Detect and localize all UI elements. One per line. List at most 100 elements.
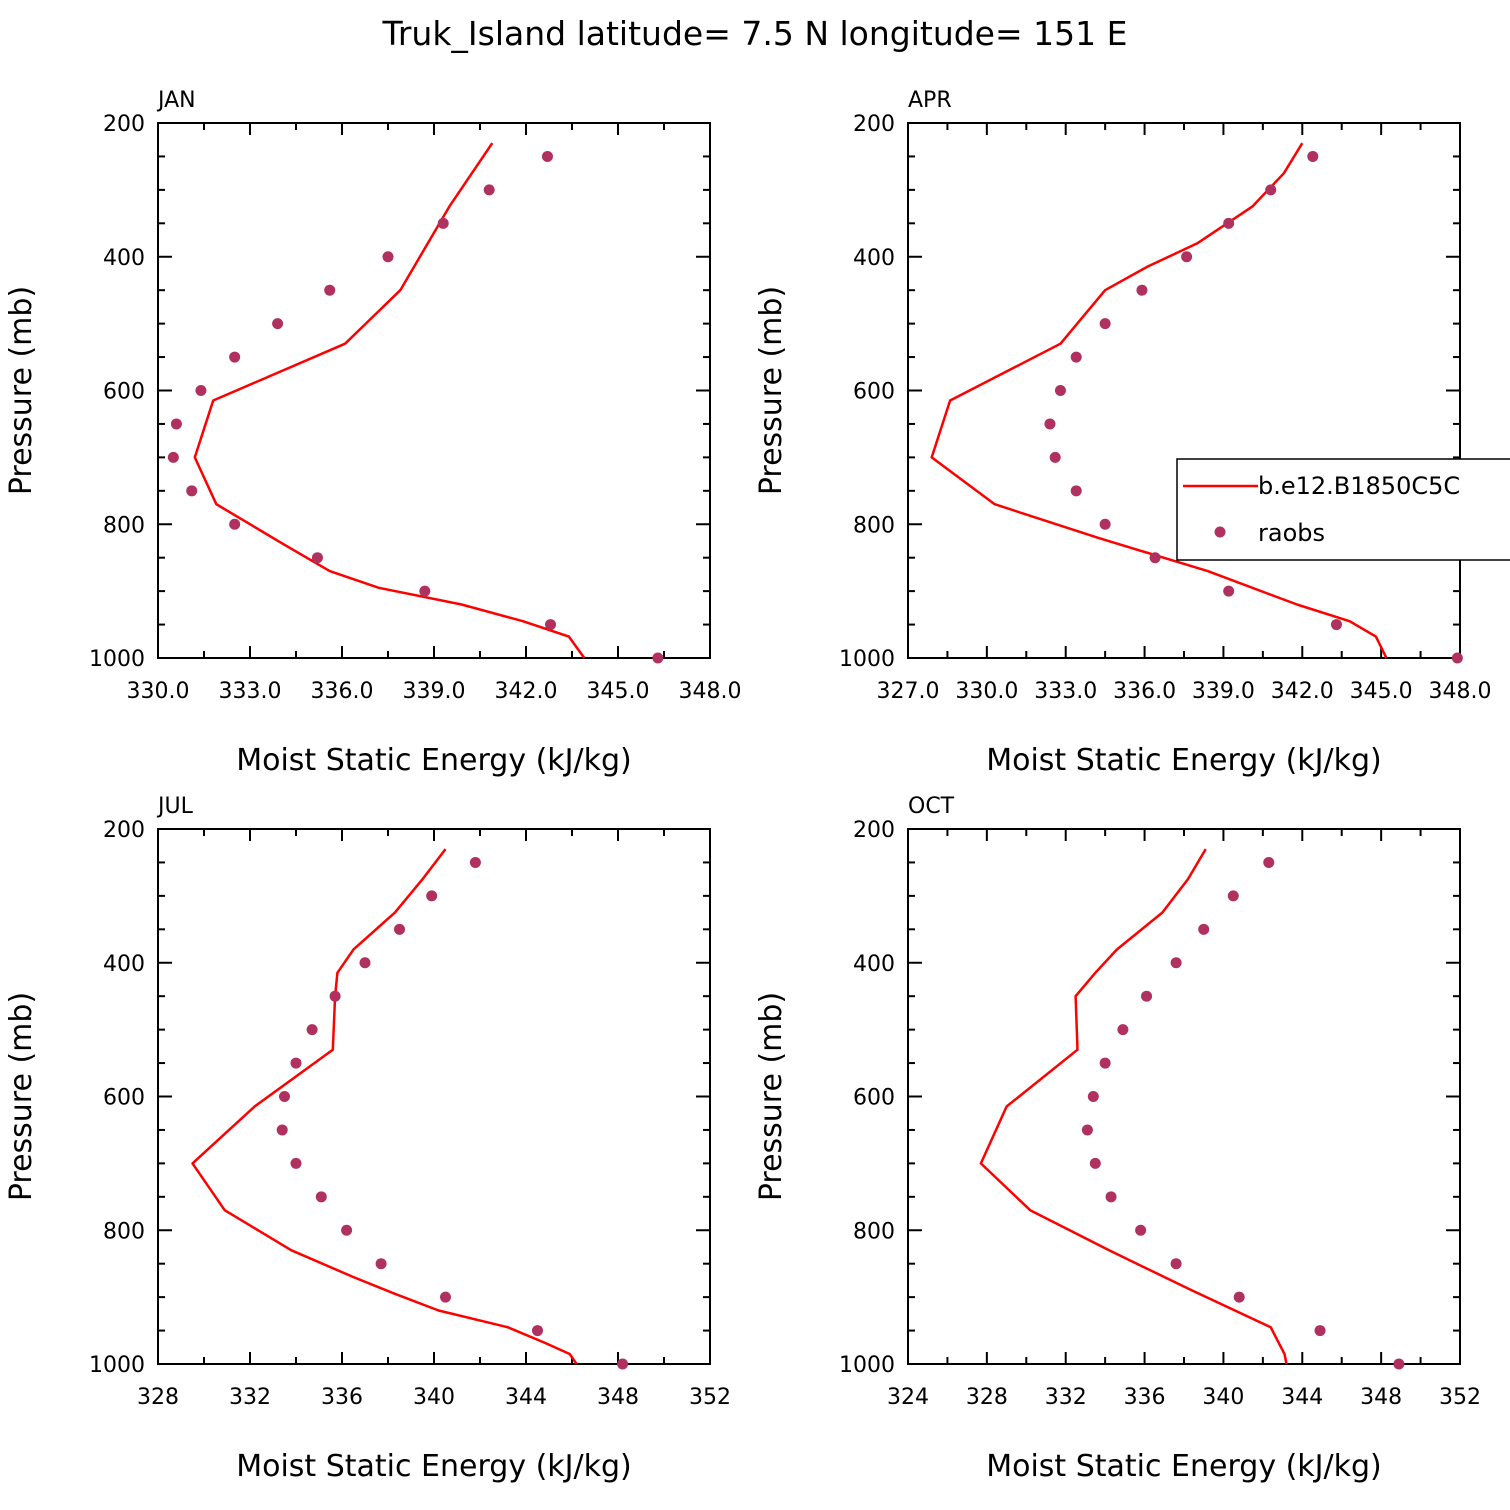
x-tick-label: 344 — [505, 1385, 547, 1410]
panel-title: APR — [908, 88, 952, 113]
x-tick-label: 348 — [597, 1385, 639, 1410]
raobs-point — [419, 585, 431, 597]
raobs-point — [1054, 385, 1066, 396]
x-tick-label: 340 — [1202, 1385, 1244, 1410]
raobs-point — [276, 1124, 288, 1136]
raobs-point — [1330, 619, 1342, 631]
raobs-point — [1181, 251, 1193, 263]
raobs-point — [1233, 1291, 1245, 1303]
raobs-point — [279, 1091, 290, 1102]
x-tick-label: 348 — [1360, 1385, 1402, 1410]
x-tick-label: 348.0 — [679, 679, 742, 704]
y-tick-label: 600 — [853, 380, 895, 405]
raobs-point — [1263, 856, 1275, 868]
raobs-point — [382, 251, 394, 263]
x-tick-label: 352 — [1439, 1385, 1481, 1410]
y-axis-label: Pressure (mb) — [754, 992, 789, 1201]
x-tick-label: 339.0 — [403, 679, 466, 704]
x-axis-label: Moist Static Energy (kJ/kg) — [986, 1449, 1382, 1484]
x-tick-label: 336 — [321, 1385, 363, 1410]
raobs-point — [1105, 1191, 1117, 1203]
raobs-point — [1170, 957, 1182, 969]
y-tick-label: 600 — [103, 1086, 145, 1111]
x-tick-label: 345.0 — [1350, 679, 1413, 704]
raobs-point — [1170, 1258, 1182, 1270]
raobs-point — [229, 518, 241, 530]
x-tick-label: 336.0 — [311, 679, 374, 704]
x-tick-label: 339.0 — [1192, 679, 1255, 704]
y-tick-label: 200 — [853, 818, 895, 843]
x-tick-label: 332 — [229, 1385, 271, 1410]
x-tick-label: 342.0 — [1271, 679, 1334, 704]
legend-raobs-swatch — [1214, 526, 1226, 538]
x-tick-label: 328 — [137, 1385, 179, 1410]
raobs-point — [469, 856, 481, 868]
x-tick-label: 328 — [966, 1385, 1008, 1410]
legend-raobs-label: raobs — [1258, 519, 1325, 547]
raobs-point — [329, 990, 341, 1002]
x-axis-label: Moist Static Energy (kJ/kg) — [236, 1449, 632, 1484]
raobs-point — [1136, 284, 1148, 296]
y-tick-label: 400 — [103, 952, 145, 977]
raobs-point — [545, 619, 557, 631]
raobs-point — [341, 1224, 353, 1236]
raobs-point — [1081, 1124, 1093, 1136]
y-tick-label: 1000 — [89, 1353, 145, 1378]
raobs-point — [1089, 1157, 1101, 1169]
plot-frame — [907, 828, 1461, 1365]
raobs-point — [1135, 1224, 1147, 1236]
raobs-point — [617, 1358, 629, 1370]
raobs-point — [1314, 1325, 1326, 1337]
x-tick-label: 330.0 — [955, 679, 1018, 704]
model-series-line — [191, 848, 578, 1365]
y-tick-label: 600 — [103, 380, 145, 405]
y-tick-label: 400 — [853, 952, 895, 977]
raobs-point — [532, 1325, 543, 1337]
raobs-point — [195, 385, 207, 396]
x-axis-label: Moist Static Energy (kJ/kg) — [986, 743, 1382, 778]
x-tick-label: 340 — [413, 1385, 455, 1410]
raobs-point — [311, 552, 323, 564]
raobs-point — [1141, 990, 1153, 1002]
raobs-point — [170, 418, 182, 430]
plot-frame — [907, 122, 1461, 659]
y-tick-label: 200 — [853, 112, 895, 137]
y-tick-label: 800 — [103, 1219, 145, 1244]
x-tick-label: 336 — [1124, 1385, 1166, 1410]
y-tick-label: 200 — [103, 112, 145, 137]
figure-title: Truk_Island latitude= 7.5 N longitude= 1… — [382, 14, 1128, 53]
raobs-point — [1393, 1358, 1405, 1370]
raobs-point — [1149, 552, 1161, 564]
x-tick-label: 333.0 — [1034, 679, 1097, 704]
raobs-point — [324, 284, 336, 296]
raobs-point — [1099, 1057, 1111, 1069]
y-tick-label: 800 — [853, 1219, 895, 1244]
raobs-point — [1198, 923, 1210, 935]
panel-title: JUL — [156, 794, 194, 819]
raobs-point — [1070, 485, 1082, 497]
raobs-point — [290, 1057, 302, 1069]
x-tick-label: 345.0 — [587, 679, 650, 704]
panel-jan: JAN 330.0 333.0 336.0 339.0 342.0 345.0 348.0 20… — [4, 88, 741, 778]
y-axis-label: Pressure (mb) — [4, 992, 39, 1201]
legend-box — [1176, 458, 1510, 561]
model-series-line — [930, 142, 1388, 659]
x-tick-label: 342.0 — [495, 679, 558, 704]
raobs-point — [229, 351, 241, 363]
panel-title: OCT — [908, 794, 955, 819]
raobs-point — [167, 451, 179, 463]
raobs-point — [1099, 318, 1111, 330]
raobs-point — [1117, 1024, 1129, 1036]
x-tick-label: 336.0 — [1113, 679, 1176, 704]
raobs-point — [1265, 184, 1277, 196]
panels: JAN 330.0 333.0 336.0 339.0 342.0 345.0 348.0 20… — [4, 88, 1510, 1484]
raobs-point — [652, 652, 664, 664]
plot-frame — [157, 122, 711, 659]
x-axis-label: Moist Static Energy (kJ/kg) — [236, 743, 632, 778]
raobs-point — [1451, 652, 1463, 664]
x-tick-label: 327.0 — [877, 679, 940, 704]
y-tick-label: 800 — [103, 513, 145, 538]
model-series-line — [979, 848, 1288, 1365]
raobs-point — [1223, 585, 1235, 597]
